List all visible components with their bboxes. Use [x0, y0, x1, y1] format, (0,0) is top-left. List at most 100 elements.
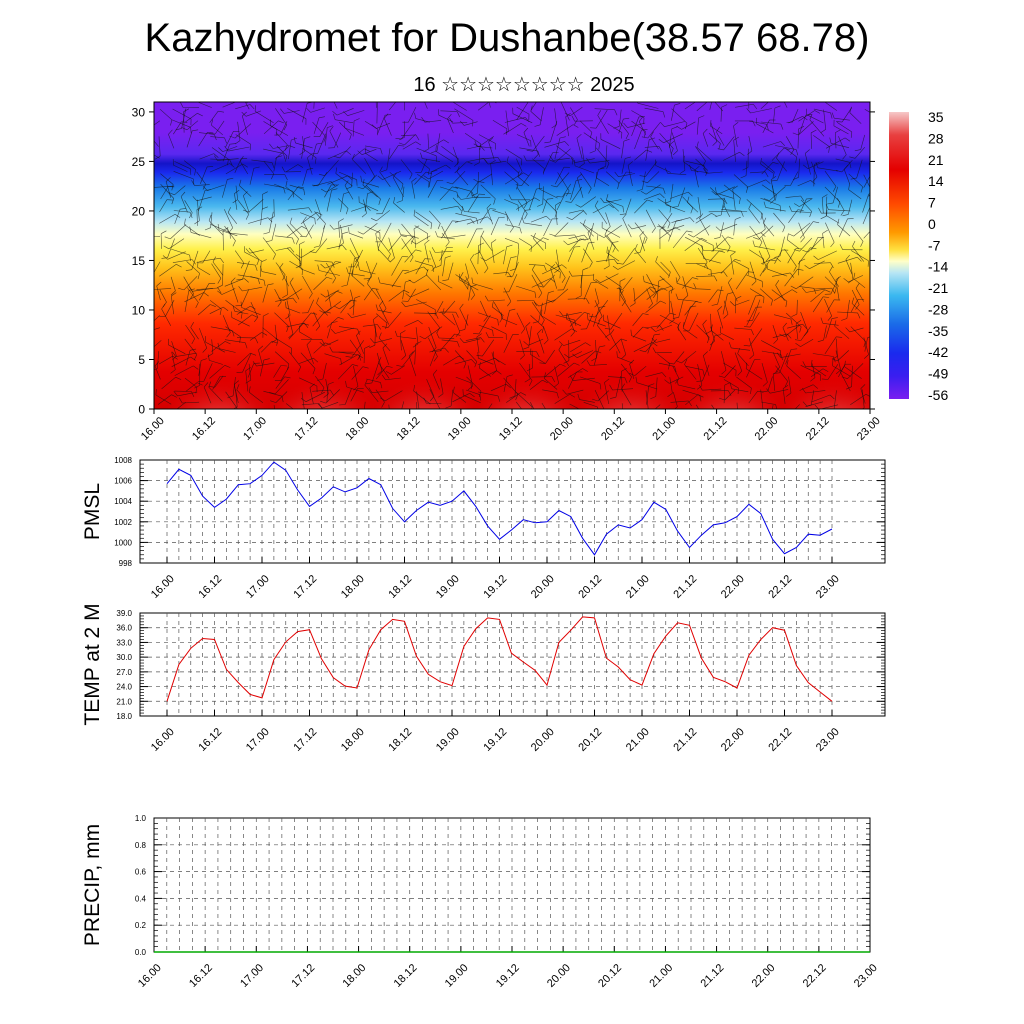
wind-barb-flag — [688, 233, 694, 238]
wind-barb-flag — [352, 364, 359, 367]
wind-barb — [618, 120, 629, 134]
wind-barb-flag — [285, 301, 287, 308]
wind-barb — [492, 306, 504, 316]
wind-barb — [542, 199, 548, 213]
wind-barb — [211, 147, 229, 160]
wind-barb-flag — [617, 262, 624, 265]
wind-barb — [693, 225, 711, 238]
wind-barb-flag — [802, 324, 807, 329]
wind-barb — [646, 274, 657, 293]
wind-barb — [249, 332, 262, 341]
wind-barb — [615, 376, 621, 398]
wind-barb — [199, 257, 221, 262]
wind-barb — [388, 404, 390, 409]
wind-barb-flag — [191, 391, 195, 398]
wind-barb — [554, 366, 559, 384]
wind-barb-flag — [289, 217, 293, 224]
wind-barb-flag — [596, 171, 598, 178]
wind-barb — [275, 376, 285, 389]
wind-barb — [837, 311, 858, 314]
wind-barb-flag — [729, 301, 735, 306]
wind-barb-flag — [541, 309, 543, 316]
wind-barb — [722, 293, 728, 315]
wind-barb-flag — [285, 315, 291, 320]
wind-barb — [377, 248, 391, 263]
wind-barb-flag — [814, 110, 821, 114]
wind-barb-flag — [830, 112, 833, 119]
wind-barb-flag — [569, 393, 576, 398]
wind-barb-flag — [435, 265, 442, 268]
wind-barb — [225, 326, 241, 338]
wind-barb-flag — [667, 362, 674, 365]
wind-barb-flag — [168, 186, 175, 188]
wind-barb-flag — [590, 127, 597, 129]
wind-barb-flag — [684, 358, 688, 365]
wind-barb-flag — [164, 236, 171, 240]
wind-barb — [351, 206, 367, 212]
wind-barb-flag — [668, 363, 670, 370]
wind-barb-flag — [298, 186, 305, 189]
wind-barb-flag — [320, 188, 327, 193]
wind-barb-flag — [600, 166, 606, 169]
wind-barb — [168, 134, 175, 149]
wind-barb — [324, 339, 339, 347]
wind-barb — [379, 282, 402, 288]
wind-barb-flag — [306, 340, 312, 346]
wind-barb-flag — [466, 161, 473, 165]
wind-barb — [237, 200, 249, 215]
wind-barb — [235, 185, 238, 200]
wind-barb-flag — [330, 389, 334, 396]
wind-barb — [710, 122, 718, 142]
wind-barb — [438, 114, 454, 123]
wind-barb — [391, 270, 404, 288]
wind-barb — [655, 324, 673, 332]
wind-barb-flag — [629, 372, 635, 376]
wind-barb — [583, 224, 594, 237]
wind-barb — [683, 327, 698, 339]
wind-barb-flag — [431, 266, 436, 272]
wind-barb-flag — [509, 395, 516, 399]
wind-barb — [746, 307, 757, 326]
wind-barb — [160, 233, 162, 249]
wind-barb-flag — [703, 421, 706, 426]
wind-barb — [302, 221, 312, 239]
wind-barb — [388, 289, 404, 302]
wind-barb-flag — [519, 227, 522, 234]
wind-barb-flag — [805, 149, 810, 154]
wind-barb — [478, 324, 493, 331]
wind-barb — [776, 157, 787, 172]
wind-barb — [377, 115, 386, 134]
wind-barb-flag — [327, 381, 334, 385]
wind-barb — [452, 393, 470, 403]
wind-barb-flag — [598, 167, 605, 170]
wind-barb — [681, 121, 696, 130]
wind-barb — [516, 134, 531, 141]
wind-barb — [610, 334, 621, 354]
wind-barb — [759, 288, 773, 301]
wind-barb — [160, 173, 174, 185]
wind-barb — [805, 390, 826, 394]
wind-barb — [834, 325, 850, 339]
wind-barb-flag — [532, 264, 536, 270]
wind-barb-flag — [843, 164, 849, 170]
wind-barb-flag — [795, 343, 801, 347]
wind-barb-flag — [675, 293, 679, 300]
wind-barb — [391, 256, 403, 276]
wind-barb-flag — [425, 268, 429, 275]
wind-barb — [429, 250, 436, 267]
wind-barb — [539, 107, 544, 125]
wind-barb — [728, 282, 738, 302]
wind-barb-flag — [229, 143, 236, 145]
wind-barb-flag — [630, 303, 636, 307]
wind-barb — [428, 171, 432, 187]
wind-barb — [468, 286, 472, 301]
wind-barb-flag — [833, 356, 836, 363]
wind-barb-flag — [180, 191, 186, 197]
wind-barb — [639, 235, 645, 252]
wind-barb-flag — [568, 270, 573, 277]
wind-barb — [186, 130, 193, 148]
wind-barb — [404, 134, 416, 146]
wind-barb-flag — [218, 110, 225, 113]
wind-barb-flag — [840, 210, 845, 216]
wind-barb-flag — [523, 172, 529, 177]
